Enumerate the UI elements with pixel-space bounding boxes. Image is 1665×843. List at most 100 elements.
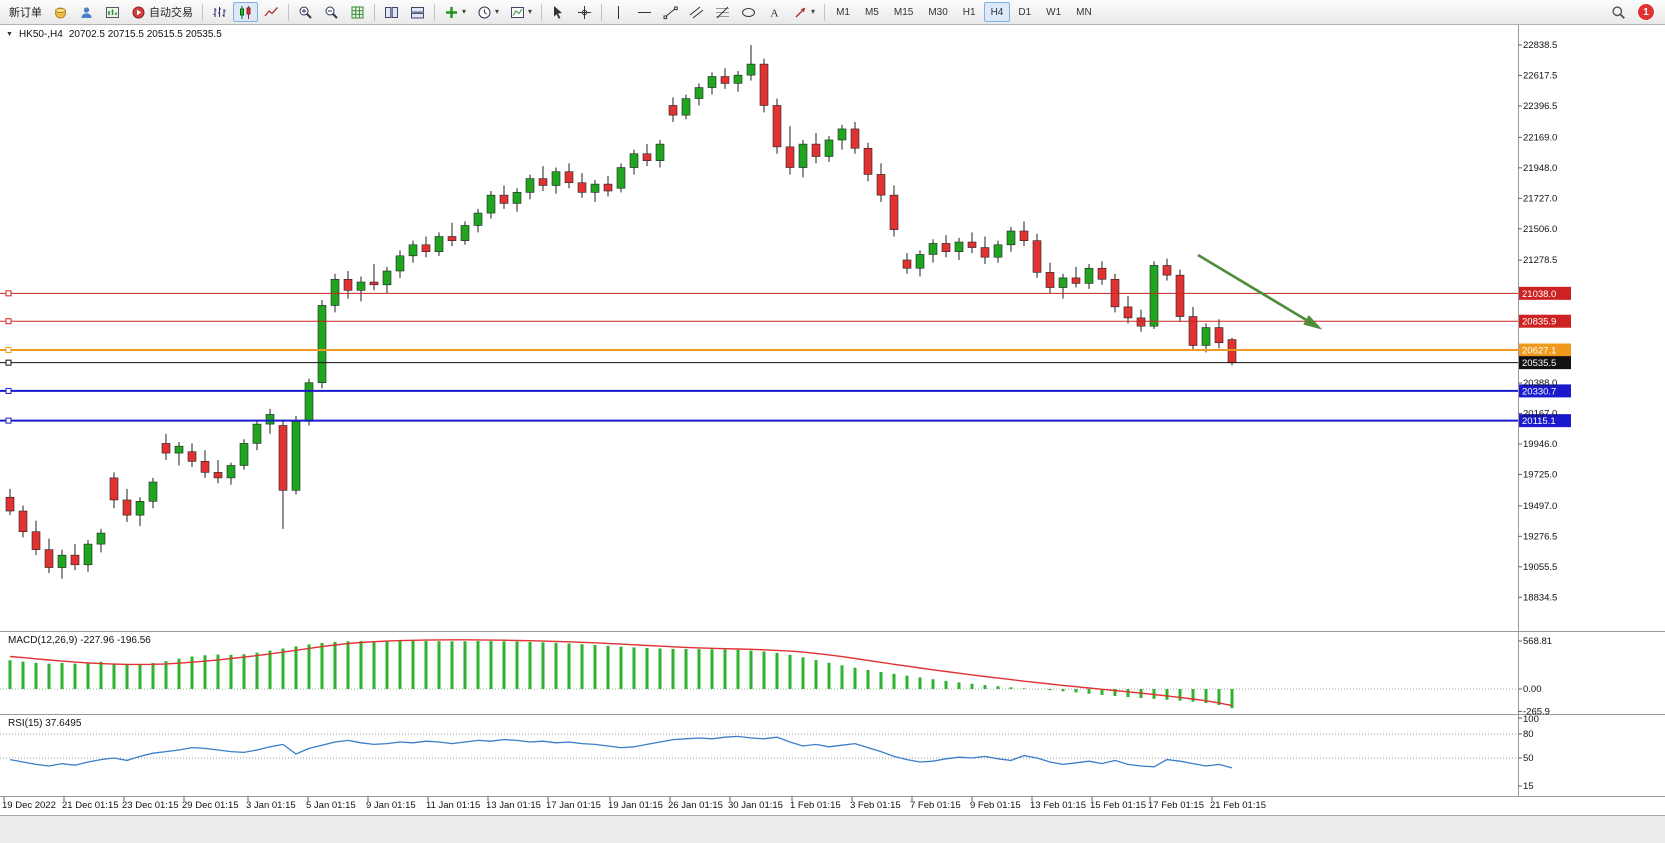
svg-text:26 Jan 01:15: 26 Jan 01:15 bbox=[668, 800, 723, 811]
timeframe-m1-button[interactable]: M1 bbox=[829, 2, 857, 22]
toolbar-separator bbox=[202, 3, 203, 21]
indicator-add-icon bbox=[446, 6, 457, 18]
trendline-icon bbox=[663, 6, 678, 19]
svg-text:80: 80 bbox=[1523, 729, 1534, 740]
timeframe-w1-button[interactable]: W1 bbox=[1039, 2, 1068, 22]
timeframe-m15-button[interactable]: M15 bbox=[887, 2, 920, 22]
bar-chart-button[interactable] bbox=[207, 2, 232, 22]
svg-text:50: 50 bbox=[1523, 753, 1534, 764]
svg-text:RSI(15) 37.6495: RSI(15) 37.6495 bbox=[8, 718, 82, 729]
svg-text:21506.0: 21506.0 bbox=[1523, 224, 1557, 235]
svg-text:21948.0: 21948.0 bbox=[1523, 163, 1557, 174]
grid-toggle-button[interactable] bbox=[345, 2, 370, 22]
ohlc-values: 20702.5 20715.5 20515.5 20535.5 bbox=[68, 29, 222, 40]
svg-text:11 Jan 01:15: 11 Jan 01:15 bbox=[426, 800, 480, 811]
cursor-tool-button[interactable] bbox=[546, 2, 571, 22]
periods-button[interactable] bbox=[472, 2, 504, 22]
svg-text:568.81: 568.81 bbox=[1523, 636, 1552, 647]
svg-text:20535.5: 20535.5 bbox=[1522, 358, 1556, 369]
vertical-line-icon bbox=[618, 5, 620, 19]
fibonacci-tool-button[interactable] bbox=[710, 2, 735, 22]
auto-trading-button[interactable]: 自动交易 bbox=[126, 2, 198, 22]
profile-icon bbox=[81, 6, 92, 18]
chart-window: HK50-,H4 20702.5 20715.5 20515.5 20535.5… bbox=[0, 25, 1665, 815]
timeframe-h4-button[interactable]: H4 bbox=[983, 2, 1011, 22]
arrows-caret-icon bbox=[811, 8, 815, 16]
timeframe-m5-button[interactable]: M5 bbox=[858, 2, 886, 22]
svg-text:3 Jan 01:15: 3 Jan 01:15 bbox=[246, 800, 296, 811]
svg-text:19497.0: 19497.0 bbox=[1523, 501, 1557, 512]
trendline-tool-button[interactable] bbox=[658, 2, 683, 22]
ellipse-shape-icon bbox=[742, 7, 756, 17]
svg-text:21727.0: 21727.0 bbox=[1523, 193, 1557, 204]
svg-text:22617.5: 22617.5 bbox=[1523, 70, 1557, 81]
vertical-line-tool-button[interactable] bbox=[606, 2, 631, 22]
text-tool-button[interactable]: A bbox=[762, 2, 787, 22]
arrows-tool-button[interactable] bbox=[788, 2, 820, 22]
svg-text:A: A bbox=[771, 7, 779, 19]
svg-text:19055.5: 19055.5 bbox=[1523, 562, 1557, 573]
tile-windows-vertical-icon bbox=[385, 6, 398, 18]
horizontal-line-tool-button[interactable] bbox=[632, 2, 657, 22]
zoom-in-button[interactable] bbox=[293, 2, 318, 22]
svg-text:22396.5: 22396.5 bbox=[1523, 101, 1557, 112]
timeframe-m30-button[interactable]: M30 bbox=[921, 2, 954, 22]
collapse-chart-icon[interactable] bbox=[6, 31, 13, 38]
channel-tool-button[interactable] bbox=[684, 2, 709, 22]
new-order-button[interactable]: 新订单 bbox=[4, 2, 47, 22]
svg-text:15 Feb 01:15: 15 Feb 01:15 bbox=[1090, 800, 1146, 811]
zoom-out-button[interactable] bbox=[319, 2, 344, 22]
deposit-button[interactable] bbox=[48, 1, 73, 23]
chart-header: HK50-,H4 20702.5 20715.5 20515.5 20535.5 bbox=[6, 29, 222, 40]
svg-text:19276.5: 19276.5 bbox=[1523, 531, 1557, 542]
svg-text:22169.0: 22169.0 bbox=[1523, 132, 1557, 143]
svg-text:21 Feb 01:15: 21 Feb 01:15 bbox=[1210, 800, 1266, 811]
toolbar-right-group: 1 bbox=[1606, 2, 1661, 22]
svg-text:19 Jan 01:15: 19 Jan 01:15 bbox=[608, 800, 663, 811]
cursor-icon bbox=[554, 5, 563, 19]
template-icon bbox=[511, 6, 525, 18]
search-button[interactable] bbox=[1606, 2, 1631, 22]
svg-text:100: 100 bbox=[1523, 714, 1539, 725]
zoom-in-icon bbox=[299, 6, 312, 19]
svg-text:18834.5: 18834.5 bbox=[1523, 592, 1557, 603]
periods-caret-icon bbox=[495, 8, 499, 16]
tile-windows-vertical-button[interactable] bbox=[379, 2, 404, 22]
symbol-timeframe-label: HK50-,H4 bbox=[18, 29, 63, 40]
svg-text:13 Jan 01:15: 13 Jan 01:15 bbox=[486, 800, 541, 811]
auto-trading-label: 自动交易 bbox=[149, 7, 193, 19]
new-order-label: 新订单 bbox=[9, 7, 42, 19]
text-icon: A bbox=[771, 7, 779, 19]
indicators-caret-icon bbox=[462, 8, 466, 16]
gold-coin-icon bbox=[55, 7, 66, 18]
fibonacci-icon bbox=[716, 6, 730, 18]
svg-text:29 Dec 01:15: 29 Dec 01:15 bbox=[182, 800, 239, 811]
indicators-button[interactable] bbox=[439, 2, 471, 22]
svg-text:19946.0: 19946.0 bbox=[1523, 439, 1557, 450]
arrow-object-icon bbox=[795, 7, 806, 17]
timeframe-group: M1 M5 M15 M30 H1 H4 D1 W1 MN bbox=[829, 2, 1099, 22]
templates-button[interactable] bbox=[505, 2, 537, 22]
clock-icon bbox=[478, 6, 491, 18]
channel-icon bbox=[689, 6, 704, 18]
shapes-tool-button[interactable] bbox=[736, 2, 761, 22]
tile-windows-horizontal-button[interactable] bbox=[405, 2, 430, 22]
zoom-out-icon bbox=[325, 6, 338, 19]
profiles-button[interactable] bbox=[74, 1, 99, 23]
timeframe-h1-button[interactable]: H1 bbox=[956, 2, 983, 22]
svg-text:20835.9: 20835.9 bbox=[1522, 317, 1556, 328]
svg-text:21278.5: 21278.5 bbox=[1523, 255, 1557, 266]
notification-badge[interactable]: 1 bbox=[1637, 3, 1655, 21]
candlestick-chart-button[interactable] bbox=[233, 2, 258, 22]
crosshair-tool-button[interactable] bbox=[572, 2, 597, 22]
line-chart-button[interactable] bbox=[259, 2, 284, 22]
toolbar-separator bbox=[824, 3, 826, 21]
svg-text:1 Feb 01:15: 1 Feb 01:15 bbox=[790, 800, 841, 811]
timeframe-d1-button[interactable]: D1 bbox=[1011, 2, 1038, 22]
svg-text:21 Dec 01:15: 21 Dec 01:15 bbox=[62, 800, 119, 811]
timeframe-mn-button[interactable]: MN bbox=[1069, 2, 1099, 22]
window-bottom-edge bbox=[0, 815, 1665, 843]
crosshair-icon bbox=[578, 5, 592, 19]
data-window-button[interactable] bbox=[100, 1, 125, 23]
